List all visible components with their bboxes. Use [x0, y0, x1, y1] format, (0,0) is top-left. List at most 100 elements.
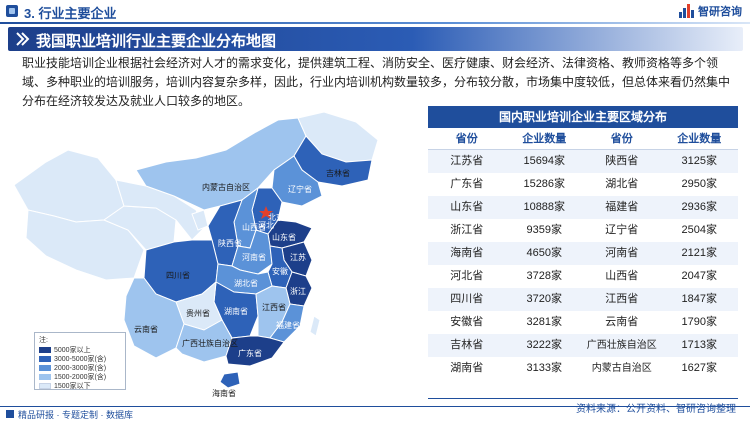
table-header: 省份 企业数量 省份 企业数量 [428, 128, 738, 150]
page-title: 我国职业培训行业主要企业分布地图 [36, 33, 277, 50]
table-cell: 3125家 [681, 155, 717, 167]
map-label-liaoning: 辽宁省 [288, 184, 312, 194]
map-label-beijing: 北京市 [268, 212, 292, 222]
map-label-shanxi: 山西省 [242, 222, 266, 232]
map-label-hunan: 湖南省 [224, 306, 248, 316]
table-cell: 辽宁省 [605, 224, 639, 236]
table-cell: 海南省 [450, 247, 484, 259]
legend-item: 3000-5000家(含) [39, 355, 121, 363]
column-header: 企业数量 [522, 133, 567, 145]
table-cell: 陕西省 [605, 155, 639, 167]
legend-swatch [39, 365, 51, 371]
column-header: 省份 [455, 133, 478, 145]
table-row: 湖南省 3133家 内蒙古自治区 1627家 [428, 357, 738, 380]
map-label-hainan: 海南省 [212, 388, 236, 398]
table-cell: 2950家 [681, 178, 717, 190]
column-header: 省份 [610, 133, 633, 145]
source-divider [428, 398, 738, 399]
legend-label: 2000-3000家(含) [54, 365, 107, 372]
table-cell: 山东省 [450, 201, 484, 213]
map-label-hubei: 湖北省 [234, 278, 258, 288]
table-row: 广东省 15286家 湖北省 2950家 [428, 173, 738, 196]
table-cell: 2936家 [681, 201, 717, 213]
legend-title: 注: [39, 337, 48, 344]
table-row: 海南省 4650家 河南省 2121家 [428, 242, 738, 265]
table-cell: 3281家 [526, 316, 562, 328]
region-table: 国内职业培训企业主要区域分布 省份 企业数量 省份 企业数量 江苏省 15694家… [428, 106, 738, 380]
brand-logo: 智研咨询 [679, 3, 742, 19]
table-cell: 2504家 [681, 224, 717, 236]
intro-paragraph: 职业技能培训企业根据社会经济对人才的需求变化，提供建筑工程、消防安全、医疗健康、… [22, 56, 731, 108]
legend-label: 5000家以上 [54, 347, 91, 354]
map-label-shandong: 山东省 [272, 232, 296, 242]
double-chevron-icon [16, 32, 30, 46]
china-map: 内蒙古自治区 吉林省 辽宁省 北京市 河北 山西省 山东省 陕西省 河南省 安徽… [13, 111, 379, 398]
table-cell: 广东省 [450, 178, 484, 190]
map-label-anhui: 安徽 [272, 266, 288, 276]
table-cell: 3133家 [526, 362, 562, 374]
legend-label: 1500家以下 [54, 383, 91, 390]
map-label-guangxi: 广西壮族自治区 [182, 338, 238, 348]
table-cell: 山西省 [605, 270, 639, 282]
title-banner: 我国职业培训行业主要企业分布地图 [8, 27, 743, 51]
map-label-fujian: 福建省 [276, 320, 300, 330]
region-hainan [219, 371, 241, 389]
table-cell: 3728家 [526, 270, 562, 282]
table-row: 江苏省 15694家 陕西省 3125家 [428, 150, 738, 173]
legend-item: 1500家以下 [39, 382, 121, 390]
map-label-henan: 河南省 [242, 252, 266, 262]
table-cell: 湖南省 [450, 362, 484, 374]
legend-swatch [39, 374, 51, 380]
table-row: 河北省 3728家 山西省 2047家 [428, 265, 738, 288]
map-label-jiangsu: 江苏 [290, 252, 306, 262]
map-label-guizhou: 贵州省 [186, 308, 210, 318]
table-row: 浙江省 9359家 辽宁省 2504家 [428, 219, 738, 242]
table-row: 吉林省 3222家 广西壮族自治区 1713家 [428, 334, 738, 357]
legend-item: 1500-2000家(含) [39, 373, 121, 381]
table-cell: 四川省 [450, 293, 484, 305]
region-guangdong [225, 335, 285, 367]
map-label-jilin: 吉林省 [326, 168, 350, 178]
table-cell: 河北省 [450, 270, 484, 282]
table-body: 江苏省 15694家 陕西省 3125家 广东省 15286家 湖北省 2950家 山东省 108… [428, 150, 738, 380]
table-cell: 广西壮族自治区 [586, 339, 657, 351]
table-cell: 1790家 [681, 316, 717, 328]
brand-name: 智研咨询 [698, 6, 742, 18]
table-cell: 吉林省 [450, 339, 484, 351]
table-cell: 江西省 [605, 293, 639, 305]
table-cell: 9359家 [526, 224, 562, 236]
map-label-guangdong: 广东省 [238, 348, 262, 358]
table-cell: 15694家 [523, 155, 566, 167]
table-title: 国内职业培训企业主要区域分布 [428, 106, 738, 128]
header-divider [0, 22, 750, 24]
table-cell: 4650家 [526, 247, 562, 259]
map-label-zhejiang: 浙江 [290, 286, 306, 296]
table-cell: 3222家 [526, 339, 562, 351]
legend-label: 1500-2000家(含) [54, 374, 107, 381]
legend-item: 5000家以上 [39, 346, 121, 354]
table-cell: 2121家 [681, 247, 717, 259]
map-label-neimenggu: 内蒙古自治区 [202, 182, 250, 192]
table-cell: 1627家 [681, 362, 717, 374]
star-icon [259, 206, 273, 219]
legend-swatch [39, 383, 51, 389]
table-cell: 15286家 [523, 178, 566, 190]
region-tibet [25, 209, 145, 281]
table-row: 山东省 10888家 福建省 2936家 [428, 196, 738, 219]
table-cell: 河南省 [605, 247, 639, 259]
legend-swatch [39, 356, 51, 362]
source-note: 资料来源：公开资料、智研咨询整理 [576, 404, 736, 415]
table-cell: 1847家 [681, 293, 717, 305]
map-legend: 注: 5000家以上 3000-5000家(含) 2000-3000家(含) 1… [34, 332, 126, 390]
table-cell: 江苏省 [450, 155, 484, 167]
footer-marker-icon [6, 410, 14, 418]
legend-item: 2000-3000家(含) [39, 364, 121, 372]
map-label-shaanxi: 陕西省 [218, 238, 242, 248]
table-cell: 1713家 [681, 339, 717, 351]
table-row: 安徽省 3281家 云南省 1790家 [428, 311, 738, 334]
map-label-jiangxi: 江西省 [262, 302, 286, 312]
table-cell: 2047家 [681, 270, 717, 282]
table-row: 四川省 3720家 江西省 1847家 [428, 288, 738, 311]
map-label-hebei: 河北 [258, 220, 274, 230]
table-cell: 浙江省 [450, 224, 484, 236]
